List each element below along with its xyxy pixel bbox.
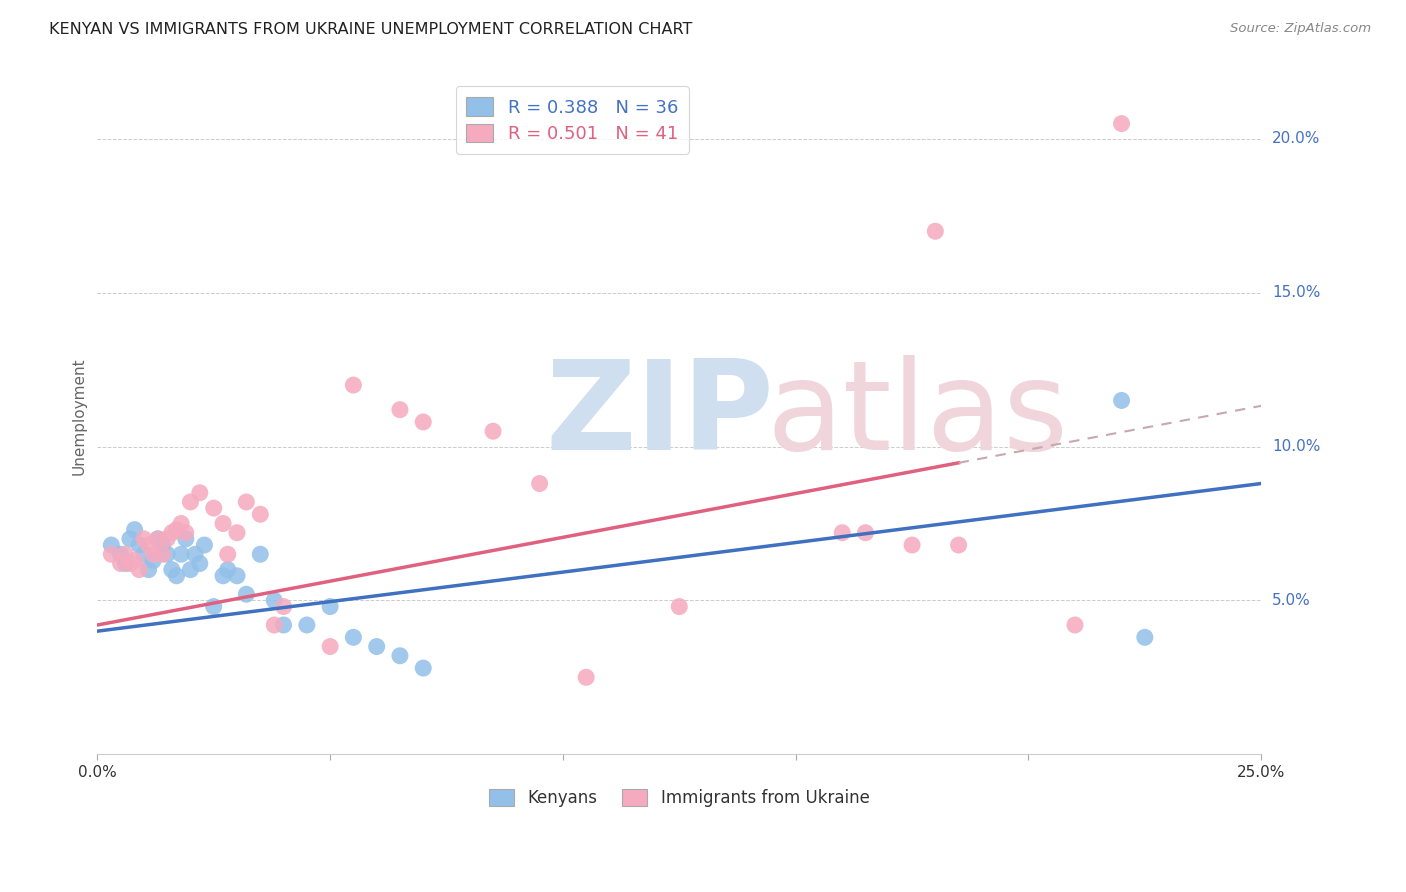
Point xyxy=(110,557,132,571)
Point xyxy=(263,618,285,632)
Point xyxy=(529,476,551,491)
Point xyxy=(138,563,160,577)
Point xyxy=(160,563,183,577)
Point xyxy=(202,599,225,614)
Point xyxy=(319,599,342,614)
Point xyxy=(831,525,853,540)
Point xyxy=(575,670,598,684)
Point xyxy=(217,547,239,561)
Point xyxy=(160,525,183,540)
Point xyxy=(156,532,179,546)
Point xyxy=(146,532,169,546)
Point xyxy=(924,224,946,238)
Point xyxy=(1111,393,1133,408)
Point xyxy=(152,547,174,561)
Point xyxy=(174,532,197,546)
Text: 5.0%: 5.0% xyxy=(1272,593,1310,608)
Point xyxy=(342,630,364,644)
Point xyxy=(235,587,257,601)
Point xyxy=(212,516,235,531)
Point xyxy=(179,563,201,577)
Point xyxy=(170,547,193,561)
Text: Source: ZipAtlas.com: Source: ZipAtlas.com xyxy=(1230,22,1371,36)
Point xyxy=(855,525,877,540)
Text: 15.0%: 15.0% xyxy=(1272,285,1320,301)
Point xyxy=(249,508,271,522)
Point xyxy=(235,495,257,509)
Point xyxy=(226,525,249,540)
Text: 20.0%: 20.0% xyxy=(1272,131,1320,146)
Point xyxy=(142,547,165,561)
Point xyxy=(202,501,225,516)
Point xyxy=(188,557,211,571)
Point xyxy=(249,547,271,561)
Point xyxy=(1064,618,1087,632)
Point xyxy=(146,532,169,546)
Point xyxy=(212,569,235,583)
Text: atlas: atlas xyxy=(766,355,1069,476)
Point xyxy=(366,640,388,654)
Point xyxy=(388,402,411,417)
Point xyxy=(118,532,141,546)
Point xyxy=(152,538,174,552)
Text: 10.0%: 10.0% xyxy=(1272,439,1320,454)
Point xyxy=(217,563,239,577)
Point xyxy=(128,563,150,577)
Point xyxy=(166,523,188,537)
Text: ZIP: ZIP xyxy=(546,355,775,476)
Point xyxy=(166,569,188,583)
Point xyxy=(188,485,211,500)
Point xyxy=(132,532,155,546)
Point xyxy=(295,618,318,632)
Point xyxy=(114,547,136,561)
Point xyxy=(100,538,122,552)
Point xyxy=(132,547,155,561)
Point xyxy=(342,378,364,392)
Point xyxy=(388,648,411,663)
Point xyxy=(138,538,160,552)
Y-axis label: Unemployment: Unemployment xyxy=(72,357,86,475)
Point xyxy=(319,640,342,654)
Point xyxy=(118,557,141,571)
Point xyxy=(901,538,924,552)
Legend: Kenyans, Immigrants from Ukraine: Kenyans, Immigrants from Ukraine xyxy=(482,782,876,814)
Point xyxy=(193,538,215,552)
Point xyxy=(263,593,285,607)
Point xyxy=(482,424,505,438)
Point xyxy=(156,547,179,561)
Point xyxy=(1111,117,1133,131)
Point xyxy=(170,516,193,531)
Point xyxy=(273,599,295,614)
Point xyxy=(114,557,136,571)
Point xyxy=(226,569,249,583)
Point xyxy=(124,553,146,567)
Point xyxy=(174,525,197,540)
Point xyxy=(668,599,690,614)
Text: KENYAN VS IMMIGRANTS FROM UKRAINE UNEMPLOYMENT CORRELATION CHART: KENYAN VS IMMIGRANTS FROM UKRAINE UNEMPL… xyxy=(49,22,693,37)
Point xyxy=(110,547,132,561)
Point xyxy=(412,661,434,675)
Point xyxy=(273,618,295,632)
Point xyxy=(124,523,146,537)
Point xyxy=(100,547,122,561)
Point xyxy=(948,538,970,552)
Point xyxy=(184,547,207,561)
Point xyxy=(142,553,165,567)
Point xyxy=(1133,630,1156,644)
Point xyxy=(128,538,150,552)
Point xyxy=(412,415,434,429)
Point xyxy=(179,495,201,509)
